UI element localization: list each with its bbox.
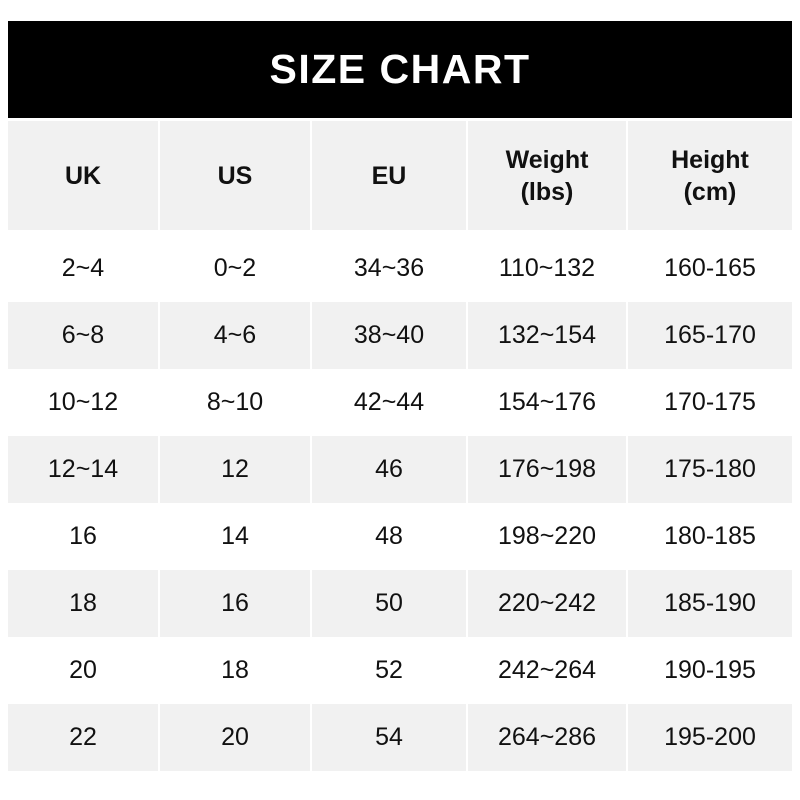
cell-eu: 46 [312, 436, 468, 503]
cell-height: 175-180 [628, 436, 792, 503]
table-row: 6~8 4~6 38~40 132~154 165-170 [8, 302, 792, 369]
table-row: 10~12 8~10 42~44 154~176 170-175 [8, 369, 792, 436]
cell-eu: 38~40 [312, 302, 468, 369]
title-bar: SIZE CHART [8, 21, 792, 118]
column-header-height: Height (cm) [628, 121, 792, 235]
column-header-height-line2: (cm) [683, 177, 737, 206]
cell-uk: 2~4 [8, 235, 160, 302]
cell-weight: 242~264 [468, 637, 628, 704]
cell-us: 0~2 [160, 235, 312, 302]
cell-weight: 110~132 [468, 235, 628, 302]
cell-eu: 52 [312, 637, 468, 704]
cell-weight: 264~286 [468, 704, 628, 771]
cell-eu: 42~44 [312, 369, 468, 436]
cell-us: 18 [160, 637, 312, 704]
column-header-eu: EU [312, 121, 468, 235]
column-header-uk: UK [8, 121, 160, 235]
cell-uk: 22 [8, 704, 160, 771]
cell-weight: 154~176 [468, 369, 628, 436]
column-header-height-line1: Height [671, 145, 749, 174]
table-header-row: UK US EU Weight (lbs) Height (cm) [8, 121, 792, 235]
cell-us: 20 [160, 704, 312, 771]
table-body: 2~4 0~2 34~36 110~132 160-165 6~8 4~6 38… [8, 235, 792, 771]
column-header-us: US [160, 121, 312, 235]
size-chart-table: UK US EU Weight (lbs) Height (cm) [8, 121, 792, 771]
cell-us: 16 [160, 570, 312, 637]
cell-height: 190-195 [628, 637, 792, 704]
table-header: UK US EU Weight (lbs) Height (cm) [8, 121, 792, 235]
table-row: 12~14 12 46 176~198 175-180 [8, 436, 792, 503]
column-header-us-line1: US [217, 161, 253, 190]
column-header-weight: Weight (lbs) [468, 121, 628, 235]
column-header-weight-line2: (lbs) [520, 177, 574, 206]
table-row: 18 16 50 220~242 185-190 [8, 570, 792, 637]
cell-weight: 220~242 [468, 570, 628, 637]
table-row: 20 18 52 242~264 190-195 [8, 637, 792, 704]
cell-height: 165-170 [628, 302, 792, 369]
table-row: 22 20 54 264~286 195-200 [8, 704, 792, 771]
cell-uk: 6~8 [8, 302, 160, 369]
cell-us: 8~10 [160, 369, 312, 436]
page-title: SIZE CHART [269, 46, 531, 92]
cell-eu: 50 [312, 570, 468, 637]
cell-uk: 10~12 [8, 369, 160, 436]
cell-height: 180-185 [628, 503, 792, 570]
cell-height: 195-200 [628, 704, 792, 771]
cell-uk: 12~14 [8, 436, 160, 503]
table-row: 16 14 48 198~220 180-185 [8, 503, 792, 570]
column-header-eu-line1: EU [371, 161, 407, 190]
cell-eu: 54 [312, 704, 468, 771]
cell-uk: 18 [8, 570, 160, 637]
cell-weight: 198~220 [468, 503, 628, 570]
cell-uk: 16 [8, 503, 160, 570]
cell-uk: 20 [8, 637, 160, 704]
cell-eu: 34~36 [312, 235, 468, 302]
cell-height: 160-165 [628, 235, 792, 302]
cell-weight: 132~154 [468, 302, 628, 369]
cell-us: 12 [160, 436, 312, 503]
cell-eu: 48 [312, 503, 468, 570]
cell-us: 14 [160, 503, 312, 570]
cell-height: 185-190 [628, 570, 792, 637]
column-header-weight-line1: Weight [505, 145, 589, 174]
cell-weight: 176~198 [468, 436, 628, 503]
cell-us: 4~6 [160, 302, 312, 369]
cell-height: 170-175 [628, 369, 792, 436]
table-row: 2~4 0~2 34~36 110~132 160-165 [8, 235, 792, 302]
column-header-uk-line1: UK [64, 161, 102, 190]
